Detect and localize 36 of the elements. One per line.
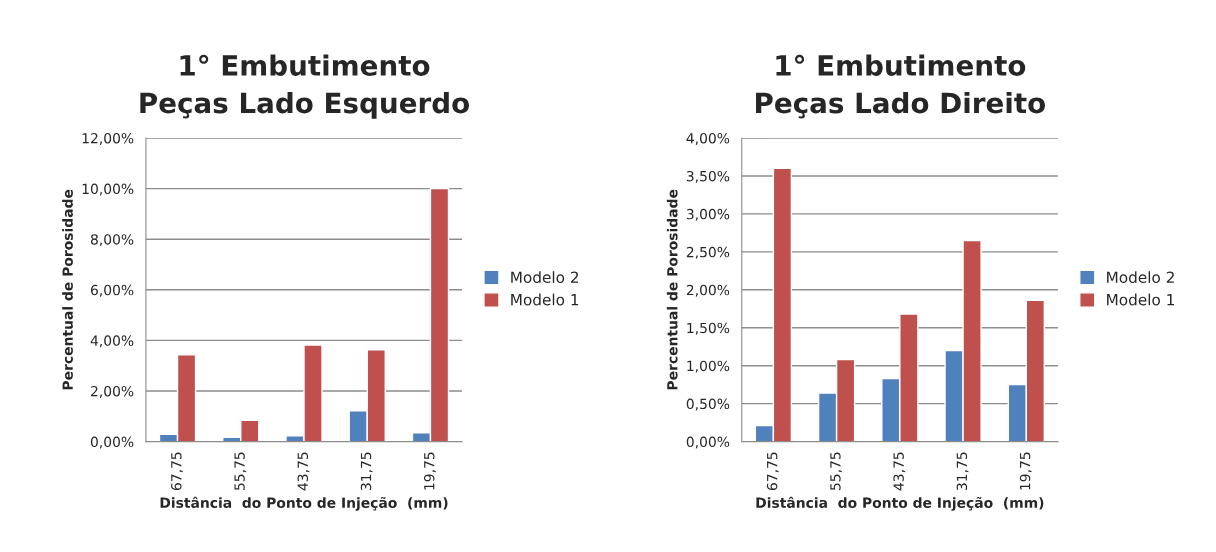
x-tick-label: 31,75 — [360, 452, 373, 491]
legend-label: Modelo 1 — [511, 293, 579, 306]
y-tick-label: 12,00% — [82, 132, 134, 145]
x-tick-label: 67,75 — [171, 452, 183, 491]
y-tick-label: 2,50% — [686, 246, 730, 259]
x-tick-label: 55,75 — [830, 452, 843, 491]
x-axis-title: Distância do Ponto de Injeção (mm) — [756, 496, 1044, 511]
y-tick-label: 2,00% — [91, 385, 134, 398]
legend-label: Modelo 2 — [511, 271, 579, 284]
y-tick-label: 1,50% — [687, 322, 730, 335]
y-tick-label: 4,00% — [90, 335, 134, 348]
legend-label: Modelo 1 — [1107, 293, 1174, 306]
y-tick-label: 0,50% — [686, 398, 730, 411]
x-tick-label: 19,75 — [423, 452, 436, 490]
chart-title: 1° Embutimento Peças Lado Direito — [756, 54, 1045, 119]
y-axis-title: Percentual de Porosidade — [666, 189, 678, 390]
x-axis-title: Distância do Ponto de Injeção (mm) — [160, 496, 448, 511]
y-tick-label: 0,00% — [686, 436, 730, 449]
x-tick-label: 43,75 — [297, 452, 310, 491]
y-tick-label: 2,00% — [686, 284, 730, 297]
x-tick-label: 43,75 — [893, 452, 906, 491]
y-axis-title: Percentual de Porosidade — [62, 189, 73, 390]
x-tick-label: 55,75 — [234, 452, 247, 491]
y-tick-label: 3,50% — [686, 170, 730, 183]
chart-title: 1° Embutimento Peças Lado Esquerdo — [140, 54, 469, 119]
y-tick-label: 10,00% — [82, 183, 134, 196]
y-tick-label: 0,00% — [90, 436, 134, 449]
y-tick-label: 4,00% — [686, 132, 730, 145]
y-tick-label: 1,00% — [687, 360, 730, 373]
y-tick-label: 6,00% — [90, 284, 134, 297]
y-tick-label: 3,00% — [686, 208, 730, 221]
x-tick-label: 67,75 — [766, 452, 779, 491]
legend-label: Modelo 2 — [1107, 271, 1174, 284]
y-tick-label: 8,00% — [90, 234, 134, 247]
x-tick-label: 31,75 — [956, 452, 969, 491]
x-tick-label: 19,75 — [1019, 452, 1032, 490]
